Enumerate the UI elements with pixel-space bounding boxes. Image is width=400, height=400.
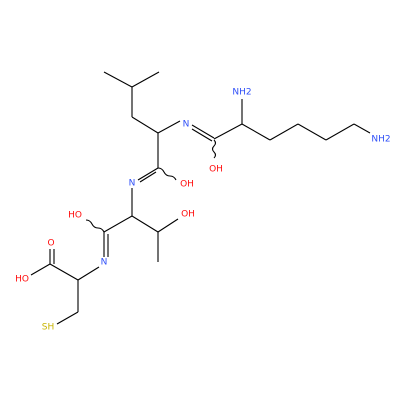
atom-label: OH <box>181 210 195 220</box>
atom-label: HO <box>68 211 82 221</box>
atom-label: OH <box>180 180 194 190</box>
atom-label: SH <box>42 323 54 333</box>
atom-label: OH <box>209 165 223 175</box>
atom-label: O <box>47 239 54 249</box>
bonds <box>30 71 371 325</box>
atom-label: NH2 <box>371 135 390 145</box>
atom-label: N <box>129 179 136 189</box>
atom-label: HO <box>15 275 29 285</box>
atom-label: NH2 <box>232 88 251 98</box>
atom-label: N <box>183 120 190 130</box>
atom-label: N <box>101 258 108 268</box>
